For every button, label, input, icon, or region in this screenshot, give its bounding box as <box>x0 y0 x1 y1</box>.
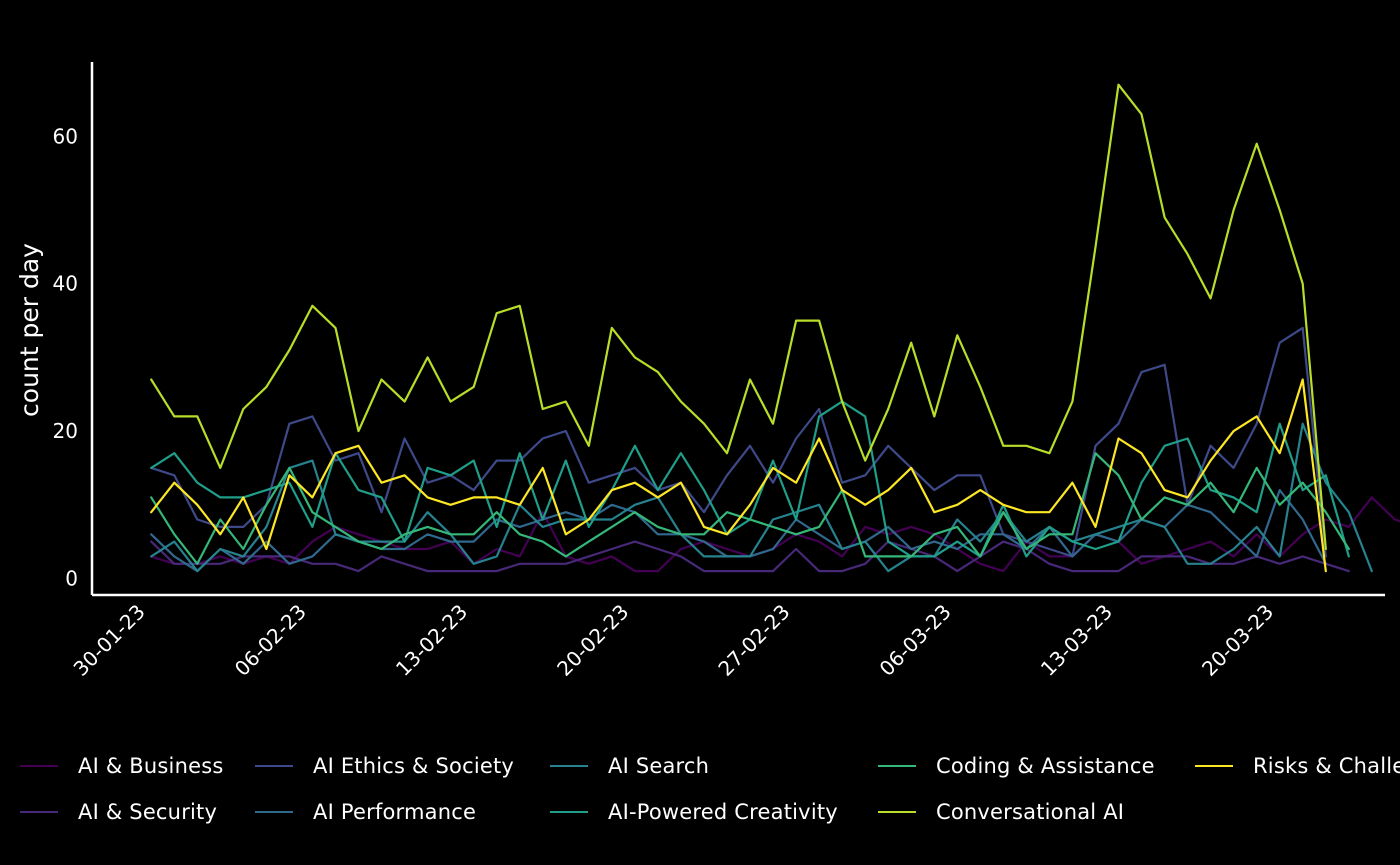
legend-label: Risks & Challenges <box>1253 754 1400 778</box>
x-tick-label: 13-03-23 <box>1036 600 1117 681</box>
legend-label: Coding & Assistance <box>936 754 1155 778</box>
series-line-ai-ethics-society <box>150 326 1327 558</box>
legend-item: AI Search <box>550 748 709 784</box>
legend-swatch <box>878 810 916 814</box>
legend-swatch <box>255 810 293 814</box>
legend-item: AI-Powered Creativity <box>550 794 838 830</box>
legend-label: Conversational AI <box>936 800 1125 824</box>
y-axis: 0 20 40 60 <box>53 62 94 595</box>
legend-swatch <box>550 810 588 814</box>
series-line-coding-assistance <box>150 452 1350 565</box>
legend-swatch <box>20 764 58 768</box>
legend-item: Risks & Challenges <box>1195 748 1400 784</box>
y-tick-label: 0 <box>65 567 78 591</box>
legend-swatch <box>255 764 293 768</box>
series-line-ai-security <box>150 540 1350 573</box>
x-tick-label: 27-02-23 <box>713 600 794 681</box>
legend-label: AI-Powered Creativity <box>608 800 838 824</box>
line-chart: 0 20 40 60 30-01-23 06-02-23 13-02-23 20-02-23… <box>15 62 1400 681</box>
legend-label: AI & Security <box>78 800 218 824</box>
series-line-conversational-ai <box>150 83 1327 551</box>
legend-item: AI Performance <box>255 794 476 830</box>
x-tick-label: 06-02-23 <box>230 600 311 681</box>
legend-item: AI & Security <box>20 794 217 830</box>
legend-item: AI Ethics & Society <box>255 748 514 784</box>
legend-label: AI Performance <box>313 800 477 824</box>
legend-swatch <box>550 764 588 768</box>
legend-swatch <box>1195 764 1233 768</box>
legend-label: AI Ethics & Society <box>313 754 515 778</box>
legend-item: AI & Business <box>20 748 224 784</box>
x-tick-label: 06-03-23 <box>875 600 956 681</box>
y-tick-label: 60 <box>53 124 78 148</box>
x-axis: 30-01-23 06-02-23 13-02-23 20-02-23 27-02-23… <box>69 593 1385 681</box>
x-tick-label: 20-02-23 <box>552 600 633 681</box>
legend-item: Coding & Assistance <box>878 748 1155 784</box>
x-tick-label: 13-02-23 <box>391 600 472 681</box>
y-tick-label: 20 <box>53 419 78 443</box>
y-axis-label: count per day <box>15 243 44 417</box>
series-lines <box>150 83 1400 573</box>
legend-label: AI Search <box>608 754 710 778</box>
legend-swatch <box>878 764 916 768</box>
series-line-ai-performance <box>150 489 1327 573</box>
series-line-risks-challenges <box>150 378 1327 573</box>
legend-item: Conversational AI <box>878 794 1124 830</box>
x-tick-label: 30-01-23 <box>69 600 150 681</box>
x-tick-label: 20-03-23 <box>1197 600 1278 681</box>
legend: AI & Business AI & Security AI Ethics & So… <box>20 748 1400 838</box>
legend-label: AI & Business <box>78 754 224 778</box>
y-tick-label: 40 <box>53 272 78 296</box>
legend-swatch <box>20 810 58 814</box>
